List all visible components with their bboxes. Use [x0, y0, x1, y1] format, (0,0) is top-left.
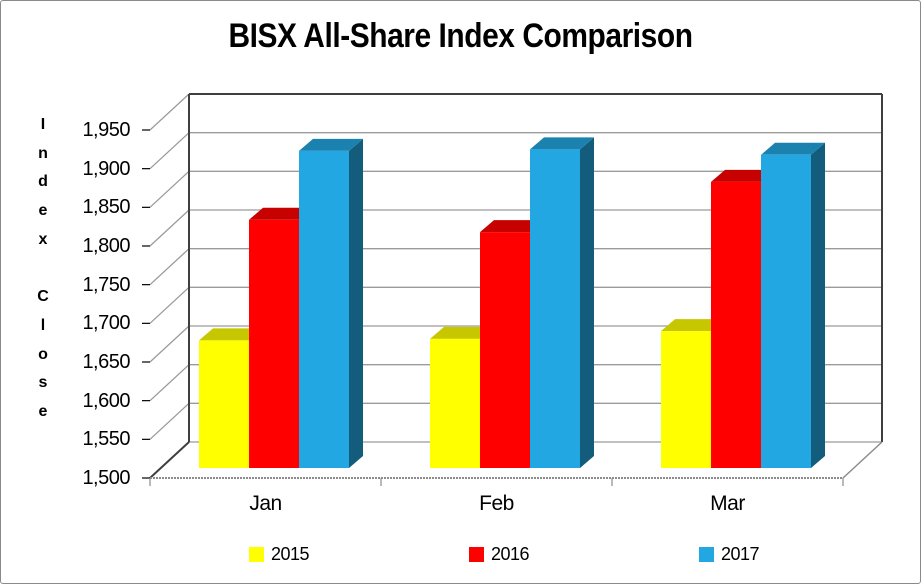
y-tick-label-1950: 1,950: [82, 119, 130, 141]
bar-2015-mar-top: [661, 319, 725, 332]
bar-2017-jan-side: [349, 138, 363, 468]
y-axis-title-letter: l: [40, 316, 46, 334]
gridline-side-1850: [149, 170, 190, 208]
gridline-side-1950: [149, 93, 190, 131]
y-tick-label-1600: 1,600: [82, 389, 130, 412]
bar-2016-jan-top: [249, 207, 313, 220]
bar-2017-jan: [299, 150, 349, 468]
gridline-side-1550: [149, 402, 190, 440]
y-tick-label-1700: 1,700: [82, 312, 130, 335]
bar-2016-mar-top: [711, 169, 775, 182]
y-tick-label-1800: 1,800: [82, 235, 130, 257]
gridline-side-1800: [149, 209, 190, 247]
legend-item-2015: 2015: [249, 544, 310, 564]
y-axis-title-letter: d: [38, 173, 48, 191]
bar-2017-mar-side: [811, 142, 825, 469]
y-axis-title-letter: n: [38, 144, 48, 162]
bar-2015-feb-top: [430, 326, 494, 339]
y-tick-label-1900: 1,900: [82, 157, 130, 180]
x-axis-label-feb: Feb: [479, 492, 514, 515]
floor-edge-right: [842, 441, 883, 479]
y-axis-title-letter: o: [38, 345, 48, 363]
floor-edge-left: [149, 441, 190, 479]
gridline-side-1600: [149, 364, 190, 402]
bar-2015-mar: [661, 331, 711, 468]
legend-swatch-2017: [699, 546, 714, 562]
legend-swatch-2015: [249, 546, 264, 562]
bar-2017-jan-top: [299, 138, 363, 151]
bar-2016-jan: [249, 219, 299, 468]
y-axis-title-letter: I: [40, 116, 46, 133]
bar-2015-jan: [199, 340, 249, 468]
gridline-side-1650: [149, 325, 190, 363]
legend-label-2015: 2015: [271, 544, 310, 564]
y-tick-label-1550: 1,550: [82, 428, 130, 451]
y-axis-title-letter: e: [38, 202, 48, 220]
legend-item-2017: 2017: [699, 544, 760, 564]
x-axis-label-jan: Jan: [249, 492, 282, 515]
chart-title: BISX All-Share Index Comparison: [228, 17, 693, 55]
y-axis-title-letter: s: [38, 374, 48, 392]
x-axis-label-mar: Mar: [710, 492, 745, 515]
legend-item-2016: 2016: [469, 544, 530, 564]
y-tick-label-1750: 1,750: [82, 273, 130, 296]
bar-2015-jan-top: [199, 328, 263, 341]
bar-2017-feb-side: [580, 137, 594, 469]
bar-2016-feb-top: [480, 220, 544, 233]
y-axis-title-letter: e: [38, 402, 48, 420]
bar-2017-feb-top: [530, 137, 594, 150]
bar-2017-feb: [530, 149, 580, 469]
legend-label-2016: 2016: [491, 544, 530, 564]
y-axis-title-letter: C: [37, 288, 49, 306]
gridline-side-1900: [149, 132, 190, 170]
bar-2016-feb: [480, 232, 530, 468]
bar-2017-mar-top: [761, 142, 825, 155]
legend-swatch-2016: [469, 546, 484, 562]
bar-2015-feb: [430, 338, 480, 468]
bar-2017-mar: [761, 154, 811, 469]
y-axis-title-letter: x: [38, 230, 48, 248]
gridline-side-1700: [149, 286, 190, 324]
y-tick-label-1650: 1,650: [82, 351, 130, 373]
gridline-side-1750: [149, 248, 190, 286]
y-tick-label-1850: 1,850: [82, 196, 130, 219]
legend-label-2017: 2017: [721, 544, 760, 564]
y-tick-label-1500: 1,500: [82, 467, 130, 489]
bar-2016-mar: [711, 181, 761, 468]
